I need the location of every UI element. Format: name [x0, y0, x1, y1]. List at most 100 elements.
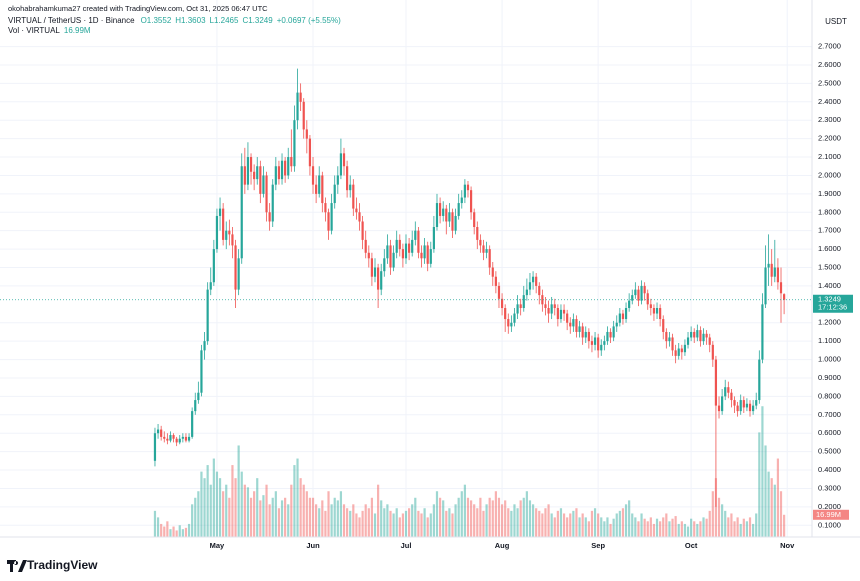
candle-body	[606, 331, 609, 342]
candle-body	[690, 331, 693, 338]
volume-bar	[448, 508, 451, 537]
candle-body	[302, 101, 305, 130]
candle-body	[550, 304, 553, 314]
volume-bar	[522, 497, 525, 537]
volume-bar	[212, 458, 215, 537]
volume-bar	[287, 504, 290, 537]
candle-body	[194, 400, 197, 412]
x-tick-label: Oct	[685, 541, 698, 550]
candle-body	[445, 208, 448, 222]
candle-body	[621, 313, 625, 320]
volume-bar	[572, 510, 575, 537]
candle-body	[584, 331, 587, 338]
volume-bar	[652, 523, 656, 537]
volume-bar	[463, 484, 466, 537]
volume-bar	[767, 471, 770, 537]
volume-tag-label: 16.99M	[816, 510, 841, 519]
volume-bar	[764, 445, 767, 537]
candle-body	[206, 289, 209, 342]
candle-body	[386, 245, 389, 259]
y-tick-label: 0.9000	[818, 373, 841, 382]
candle-body	[460, 197, 463, 204]
volume-bar	[265, 484, 268, 537]
volume-bar	[482, 510, 485, 537]
currency: USDT	[825, 17, 847, 26]
y-tick-label: 2.4000	[818, 97, 841, 106]
candle-body	[423, 245, 426, 259]
volume-bar	[544, 508, 547, 537]
candle-body	[160, 429, 163, 437]
candle-body	[429, 249, 432, 264]
volume-bar	[528, 500, 532, 537]
volume-bar	[215, 471, 219, 537]
symbol: VIRTUAL / TetherUS · 1D · Binance	[8, 16, 135, 25]
volume-bar	[349, 510, 352, 537]
volume-bar	[776, 458, 780, 537]
candle-body	[531, 276, 535, 283]
volume-bar	[274, 491, 277, 537]
volume-bar	[612, 518, 615, 537]
volume-tag	[813, 509, 849, 520]
volume-bar	[457, 497, 460, 537]
candle-body	[240, 166, 243, 259]
volume-bar	[593, 508, 597, 537]
volume-bar	[225, 484, 228, 537]
volume-bar	[432, 504, 435, 537]
candle-body	[680, 348, 683, 353]
volume-bar	[330, 504, 333, 537]
candle-body	[528, 282, 532, 290]
volume-bar	[333, 497, 336, 537]
candle-body	[175, 438, 178, 443]
candle-body	[705, 333, 708, 338]
candle-body	[572, 319, 575, 327]
volume-bar	[466, 497, 470, 537]
volume-bar	[621, 508, 625, 537]
volume-bar	[569, 513, 572, 537]
countdown: 17:12:36	[818, 303, 847, 312]
volume-bar	[160, 523, 163, 537]
grid-layer	[0, 0, 812, 537]
volume-bar	[324, 510, 327, 537]
volume-bar	[668, 521, 671, 537]
volume-bar	[584, 517, 587, 537]
volume-bar	[386, 504, 389, 537]
y-tick-label: 2.5000	[818, 78, 841, 87]
candle-body	[191, 411, 194, 437]
candle-body	[776, 267, 780, 283]
volume-bar	[153, 510, 157, 537]
volume-bar	[327, 491, 330, 537]
candle-body	[184, 436, 188, 441]
candle-body	[311, 166, 315, 185]
volume-bar	[547, 504, 550, 537]
candle-body	[479, 239, 482, 246]
y-tick-label: 0.4000	[818, 465, 841, 474]
candle-body	[662, 319, 665, 332]
candle-body	[299, 92, 302, 102]
candle-body	[547, 308, 550, 314]
candle-body	[308, 138, 312, 167]
candle-body	[767, 263, 770, 268]
candle-body	[274, 166, 277, 185]
candle-body	[593, 337, 597, 345]
logo: TradingView	[7, 558, 98, 572]
candle-body	[590, 341, 594, 345]
candle-body	[733, 400, 736, 406]
candle-body	[246, 157, 250, 185]
candle-body	[736, 405, 739, 412]
candle-body	[482, 245, 485, 253]
volume-bar	[228, 497, 231, 537]
volume-bar	[389, 510, 392, 537]
volume-bar	[736, 517, 739, 537]
candle-body	[500, 298, 504, 309]
candle-body	[305, 129, 308, 139]
volume-bar	[234, 478, 237, 537]
candle-body	[696, 330, 699, 338]
volume-bar	[249, 497, 253, 537]
volume-bar	[246, 487, 250, 537]
volume-bar	[714, 478, 718, 537]
candle-body	[451, 212, 454, 231]
volume-bar	[293, 465, 296, 537]
candle-body	[271, 184, 274, 222]
volume-bar	[271, 497, 274, 537]
y-tick-label: 2.1000	[818, 152, 841, 161]
